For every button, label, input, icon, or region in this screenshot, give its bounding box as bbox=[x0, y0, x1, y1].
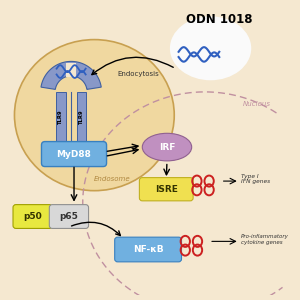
Text: NF-κB: NF-κB bbox=[133, 245, 164, 254]
FancyArrowPatch shape bbox=[71, 222, 120, 236]
FancyBboxPatch shape bbox=[41, 142, 106, 167]
Text: IRF: IRF bbox=[159, 142, 175, 152]
FancyBboxPatch shape bbox=[56, 92, 66, 144]
FancyArrowPatch shape bbox=[92, 57, 173, 75]
FancyBboxPatch shape bbox=[66, 63, 76, 77]
Ellipse shape bbox=[142, 133, 192, 161]
Text: p50: p50 bbox=[23, 212, 42, 221]
Text: ISRE: ISRE bbox=[155, 185, 178, 194]
Text: Endosome: Endosome bbox=[94, 176, 130, 182]
Text: ODN 1018: ODN 1018 bbox=[186, 13, 253, 26]
Text: MyD88: MyD88 bbox=[57, 150, 92, 159]
Ellipse shape bbox=[170, 16, 251, 80]
Ellipse shape bbox=[14, 40, 174, 191]
FancyBboxPatch shape bbox=[76, 92, 86, 144]
Text: TLR9: TLR9 bbox=[58, 111, 63, 125]
Polygon shape bbox=[41, 61, 101, 89]
Text: p65: p65 bbox=[59, 212, 78, 221]
FancyBboxPatch shape bbox=[140, 178, 193, 201]
Text: Endocytosis: Endocytosis bbox=[117, 71, 159, 77]
FancyBboxPatch shape bbox=[13, 205, 52, 228]
FancyBboxPatch shape bbox=[49, 205, 88, 228]
Text: Type I
IFN genes: Type I IFN genes bbox=[241, 174, 270, 184]
Text: Nucleus: Nucleus bbox=[243, 101, 271, 107]
Text: TLR9: TLR9 bbox=[79, 111, 84, 125]
FancyBboxPatch shape bbox=[115, 237, 182, 262]
Text: Pro-inflammatory
cytokine genes: Pro-inflammatory cytokine genes bbox=[241, 234, 289, 245]
